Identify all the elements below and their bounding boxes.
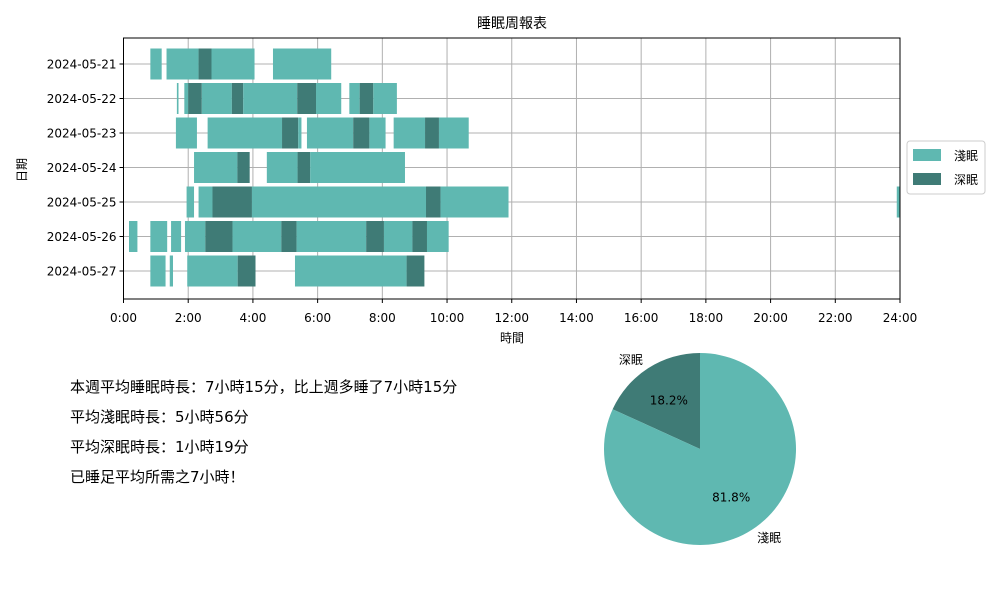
y-tick-label: 2024-05-26 (47, 230, 117, 244)
light-sleep-bar (150, 48, 162, 80)
deep-sleep-bar (366, 221, 384, 252)
x-tick-label: 8:00 (369, 311, 396, 325)
x-tick-label: 22:00 (818, 311, 853, 325)
deep-sleep-bar (188, 83, 202, 114)
deep-sleep-bar (425, 117, 439, 149)
light-sleep-bar (440, 186, 509, 218)
pie-slice-deep-sleep (612, 353, 700, 449)
light-sleep-bar (349, 83, 360, 114)
light-sleep-bar (426, 221, 449, 252)
light-sleep-bar (316, 83, 342, 114)
light-sleep-bar (186, 186, 195, 218)
x-tick-label: 18:00 (689, 311, 724, 325)
light-sleep-bar (296, 221, 367, 252)
light-sleep-bar (266, 152, 298, 183)
deep-sleep-bar (359, 83, 374, 114)
light-sleep-bar (166, 48, 199, 80)
light-sleep-bar (150, 255, 166, 287)
deep-sleep-bar (198, 48, 212, 80)
light-sleep-bar (184, 221, 206, 252)
pie-percent-label: 81.8% (712, 490, 750, 504)
deep-sleep-bar (231, 83, 244, 114)
sleep-summary: 本週平均睡眠時長：7小時15分，比上週多睡了7小時15分 平均淺眠時長：5小時5… (70, 372, 457, 492)
deep-sleep-bar (412, 221, 427, 252)
y-tick-label: 2024-05-21 (47, 58, 117, 72)
light-sleep-bar (373, 83, 397, 114)
light-sleep-bar (184, 83, 189, 114)
light-sleep-bar (294, 255, 407, 287)
light-sleep-bar (187, 255, 238, 287)
light-sleep-bar (175, 117, 197, 149)
x-tick-label: 20:00 (753, 311, 788, 325)
timeline-bars (129, 48, 900, 287)
x-tick-label: 14:00 (559, 311, 594, 325)
summary-deep-sleep: 平均深眠時長：1小時19分 (70, 438, 249, 456)
summary-light-sleep: 平均淺眠時長：5小時56分 (70, 408, 249, 426)
x-tick-label: 10:00 (430, 311, 465, 325)
x-axis-label: 時間 (500, 331, 524, 345)
deep-sleep-bar (297, 83, 317, 114)
x-tick-label: 0:00 (110, 311, 137, 325)
x-tick-label: 4:00 (239, 311, 266, 325)
light-sleep-bar (383, 221, 413, 252)
light-sleep-bar (207, 117, 283, 149)
summary-average-sleep: 本週平均睡眠時長：7小時15分，比上週多睡了7小時15分 (70, 378, 458, 396)
deep-sleep-bar (281, 221, 297, 252)
summary-goal-status: 已睡足平均所需之7小時！ (70, 468, 245, 486)
deep-sleep-bar (426, 186, 441, 218)
y-axis-label: 日期 (15, 158, 29, 182)
legend-swatch (913, 149, 941, 161)
y-tick-label: 2024-05-24 (47, 161, 117, 175)
light-sleep-bar (438, 117, 469, 149)
light-sleep-bar (201, 83, 232, 114)
light-sleep-bar (176, 83, 179, 114)
x-tick-label: 24:00 (883, 311, 918, 325)
light-sleep-bar (251, 186, 427, 218)
light-sleep-bar (306, 117, 354, 149)
light-sleep-bar (298, 117, 302, 149)
x-tick-label: 12:00 (494, 311, 529, 325)
pie-slice-light-sleep (603, 353, 796, 545)
y-tick-label: 2024-05-23 (47, 127, 117, 141)
x-tick-label: 2:00 (175, 311, 202, 325)
light-sleep-bar (272, 48, 332, 80)
timeline-axes: 0:00 2:00 4:00 6:00 8:00 10:00 12:00 14:00 16:00… (47, 58, 918, 326)
y-tick-label: 2024-05-25 (47, 196, 117, 210)
pie-percent-label: 18.2% (650, 394, 688, 408)
legend-label: 深眠 (954, 173, 978, 187)
light-sleep-bar (310, 152, 405, 183)
light-sleep-bar (232, 221, 282, 252)
x-tick-label: 6:00 (304, 311, 331, 325)
deep-sleep-bar (297, 152, 311, 183)
light-sleep-bar (369, 117, 386, 149)
y-tick-label: 2024-05-22 (47, 92, 117, 106)
pie-slice-name: 淺眠 (757, 531, 781, 545)
pie-chart: 18.2% 深眠 81.8% 淺眠 (603, 353, 796, 545)
light-sleep-bar (171, 221, 182, 252)
deep-sleep-bar (353, 117, 370, 149)
light-sleep-bar (150, 221, 168, 252)
light-sleep-bar (198, 186, 213, 218)
deep-sleep-bar (205, 221, 233, 252)
legend-label: 淺眠 (954, 149, 978, 163)
deep-sleep-bar (237, 255, 256, 287)
y-tick-label: 2024-05-27 (47, 265, 117, 279)
legend-swatch (913, 173, 941, 185)
deep-sleep-bar (212, 186, 252, 218)
light-sleep-bar (129, 221, 138, 252)
light-sleep-bar (393, 117, 426, 149)
pie-slice-name: 深眠 (619, 353, 643, 367)
deep-sleep-bar (237, 152, 250, 183)
light-sleep-bar (194, 152, 238, 183)
x-tick-label: 16:00 (624, 311, 659, 325)
light-sleep-bar (896, 186, 900, 218)
light-sleep-bar (169, 255, 174, 287)
deep-sleep-bar (282, 117, 299, 149)
deep-sleep-bar (406, 255, 425, 287)
light-sleep-bar (243, 83, 298, 114)
light-sleep-bar (211, 48, 255, 80)
chart-title: 睡眠周報表 (477, 16, 547, 32)
